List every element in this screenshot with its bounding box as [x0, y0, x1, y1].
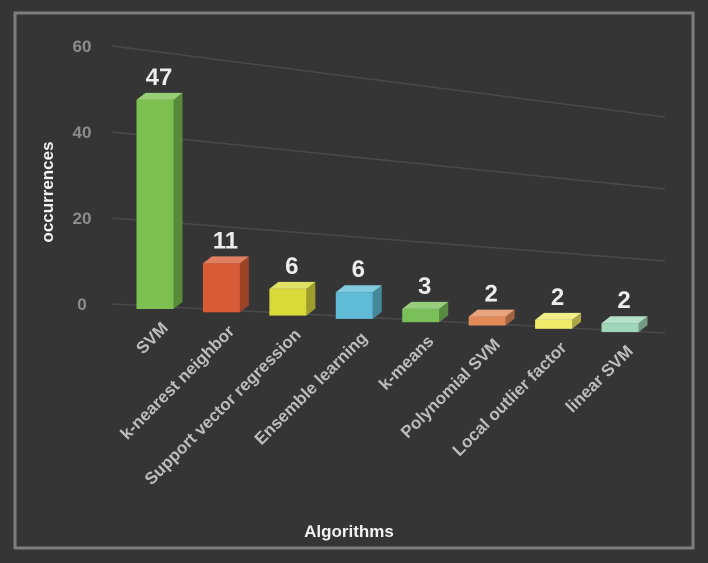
bar-top	[136, 92, 183, 100]
bar-top	[202, 256, 249, 264]
bar	[269, 281, 316, 316]
bar-side	[372, 285, 382, 319]
x-axis-label: Algorithms	[304, 522, 394, 541]
bar-side	[173, 92, 183, 309]
gridline	[111, 217, 666, 262]
x-tick-label: linear SVM	[562, 341, 637, 416]
x-tick-label: SVM	[132, 318, 171, 357]
bar	[402, 301, 449, 323]
bar	[136, 92, 183, 309]
value-labels: 47 11 6 6 3 2 2 2	[146, 64, 631, 314]
gridline	[111, 45, 666, 118]
bar-side	[505, 309, 515, 326]
bar-top	[535, 312, 582, 320]
value-label: 11	[213, 227, 238, 254]
bar-front	[468, 316, 506, 326]
bar-top	[269, 281, 316, 289]
bars	[136, 92, 648, 333]
bar	[468, 309, 515, 326]
value-label: 2	[617, 287, 630, 314]
y-axis-label: occurrences	[38, 141, 57, 242]
bar-side	[638, 316, 648, 333]
value-label: 2	[484, 281, 497, 308]
bar-top	[601, 316, 648, 324]
x-tick-label: k-means	[375, 332, 437, 394]
bar-front	[402, 308, 440, 323]
y-tick-label: 60	[73, 37, 92, 56]
bar	[535, 312, 582, 329]
y-tick-label: 20	[73, 209, 92, 228]
value-label: 6	[352, 256, 365, 283]
y-axis-ticks: 0 20 40 60	[73, 37, 92, 314]
bar	[601, 316, 648, 333]
bar-front	[136, 99, 174, 309]
x-tick-label: k-nearest neighbor	[117, 321, 239, 443]
bar-top	[335, 285, 382, 293]
bar-front	[601, 323, 639, 333]
value-label: 47	[146, 64, 173, 91]
gridline	[111, 303, 666, 334]
bar	[335, 285, 382, 319]
y-tick-label: 40	[73, 123, 92, 142]
bar-side	[306, 281, 316, 316]
value-label: 2	[551, 284, 564, 311]
gridlines	[111, 45, 666, 334]
chart-border	[13, 11, 695, 550]
value-label: 6	[285, 253, 298, 280]
bar-top	[402, 301, 449, 309]
bar-front	[202, 263, 240, 313]
bar	[202, 256, 249, 313]
bar-side	[439, 301, 449, 323]
bar-top	[468, 309, 515, 317]
y-tick-label: 0	[77, 295, 86, 314]
value-label: 3	[418, 273, 431, 300]
bar-front	[535, 319, 573, 329]
gridline	[111, 131, 666, 190]
bar-front	[269, 288, 307, 316]
bar-front	[335, 292, 373, 319]
x-tick-label: Local outlier factor	[449, 338, 571, 460]
bar-side	[239, 256, 249, 313]
bar-side	[572, 312, 582, 329]
